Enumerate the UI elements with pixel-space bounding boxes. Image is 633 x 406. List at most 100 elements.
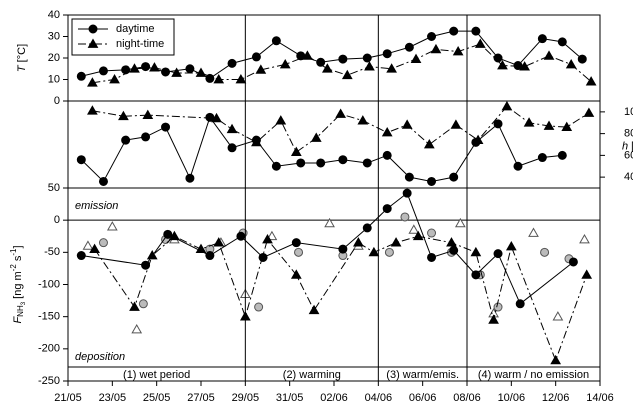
y-axis-label-part: [%] — [628, 140, 633, 152]
circle-marker — [557, 150, 567, 160]
circle-marker — [493, 249, 503, 259]
x-tick-label: 14/06 — [586, 392, 614, 404]
circle-marker — [449, 245, 459, 255]
circle-marker — [427, 228, 437, 238]
circle-marker — [76, 155, 86, 165]
y-axis-label-part: T — [16, 64, 28, 72]
triangle-marker — [430, 43, 442, 54]
triangle-marker — [450, 119, 462, 129]
circle-marker — [449, 172, 459, 182]
triangle-marker — [579, 233, 590, 244]
y-axis-label: FNH3 [ng m-2 s-1] — [9, 245, 26, 323]
y-tick-label: -50 — [44, 246, 60, 258]
triangle-marker — [408, 224, 420, 234]
period-label: (3) warm/emis. — [386, 369, 459, 381]
circle-marker — [185, 64, 195, 74]
triangle-marker — [501, 100, 513, 111]
triangle-marker — [251, 136, 262, 147]
circle-marker — [362, 158, 372, 168]
circle-marker — [227, 58, 237, 68]
series-line — [92, 43, 592, 84]
x-tick-label: 27/05 — [187, 392, 215, 404]
triangle-marker — [308, 304, 320, 315]
y-tick-label: 40 — [48, 9, 60, 21]
series-line — [94, 235, 588, 362]
circle-marker — [384, 247, 394, 257]
circle-marker — [400, 212, 410, 222]
circle-marker — [205, 73, 215, 83]
circle-marker — [205, 251, 215, 261]
period-label: (1) wet period — [123, 369, 190, 381]
circle-marker — [427, 32, 437, 41]
triangle-marker — [324, 217, 335, 228]
triangle-marker — [523, 117, 535, 127]
triangle-marker — [290, 146, 302, 156]
triangle-marker — [106, 221, 118, 231]
y-axis-label-part: F — [12, 316, 24, 324]
legend-label: daytime — [116, 23, 155, 35]
triangle-marker — [87, 105, 98, 115]
triangle-marker — [171, 67, 182, 77]
triangle-marker — [255, 64, 267, 74]
triangle-marker — [552, 311, 564, 321]
triangle-marker — [452, 46, 464, 56]
triangle-marker — [472, 134, 484, 145]
triangle-marker — [310, 132, 322, 142]
triangle-marker — [262, 233, 273, 244]
triangle-marker — [87, 77, 98, 87]
triangle-marker — [528, 227, 539, 237]
period-label: (4) warm / no emission — [478, 369, 589, 381]
circle-marker — [537, 153, 547, 163]
triangle-marker — [423, 138, 435, 149]
y-tick-label: -150 — [38, 311, 60, 323]
annotation: deposition — [75, 351, 125, 363]
triangle-marker — [410, 53, 422, 63]
y-tick-label: 0 — [54, 214, 60, 226]
circle-marker — [141, 260, 151, 270]
triangle-marker — [543, 120, 555, 130]
circle-marker — [236, 231, 246, 241]
circle-marker — [493, 119, 503, 129]
y-tick-label: -250 — [38, 375, 60, 387]
triangle-marker — [195, 243, 207, 253]
triangle-marker — [583, 107, 595, 117]
circle-marker — [427, 252, 437, 262]
triangle-marker — [142, 109, 154, 120]
circle-marker — [557, 37, 567, 47]
circle-marker — [402, 188, 412, 198]
y-axis-label-part: s — [12, 255, 24, 264]
y-axis-label: T [°C] — [16, 44, 28, 72]
y-axis-label-part: h — [622, 140, 628, 152]
triangle-marker — [129, 301, 140, 311]
triangle-marker — [335, 108, 347, 118]
x-tick-label: 31/05 — [276, 392, 304, 404]
circle-marker — [76, 251, 86, 261]
circle-marker — [577, 54, 587, 64]
triangle-marker — [470, 246, 482, 257]
triangle-marker — [146, 250, 158, 260]
circle-marker — [471, 270, 481, 280]
y-axis-label-part: NH — [16, 305, 25, 317]
y-axis-label-part: -1 — [9, 248, 18, 256]
circle-marker — [205, 112, 215, 122]
y-tick-label: 30 — [48, 30, 60, 42]
triangle-marker — [364, 61, 375, 71]
period-label: (2) warming — [283, 369, 341, 381]
y-tick-label: 60 — [624, 149, 633, 161]
circle-marker — [316, 158, 326, 168]
triangle-marker — [454, 217, 466, 228]
triangle-marker — [89, 243, 100, 253]
circle-marker — [513, 61, 523, 71]
x-tick-label: 25/05 — [143, 392, 171, 404]
triangle-marker — [390, 237, 402, 247]
circle-marker — [537, 34, 547, 44]
circle-marker — [449, 26, 459, 36]
circle-marker — [163, 229, 173, 239]
triangle-marker — [357, 115, 369, 125]
y-tick-label: -200 — [38, 343, 60, 355]
y-tick-label: 20 — [48, 52, 60, 64]
circle-marker — [294, 247, 304, 257]
y-tick-label: 0 — [54, 95, 60, 107]
y-tick-label: 50 — [48, 182, 60, 194]
